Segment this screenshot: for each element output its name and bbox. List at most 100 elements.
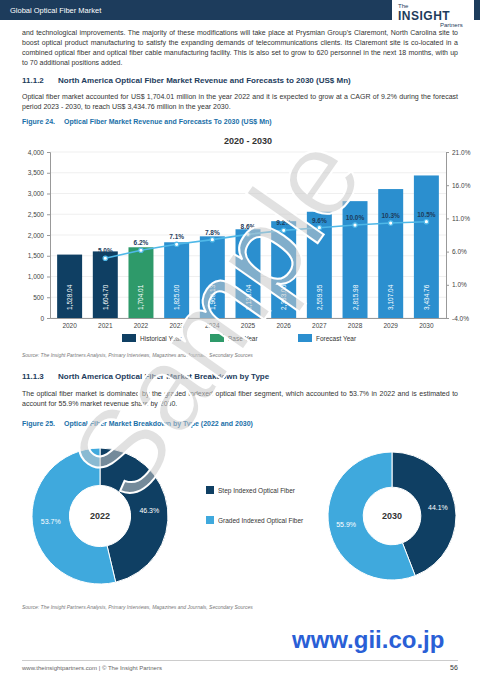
y-tick-mark	[47, 194, 50, 195]
bar	[343, 201, 368, 318]
y2-tick-mark	[446, 218, 449, 219]
y-tick-mark	[47, 235, 50, 236]
line-label: 9.6%	[312, 217, 327, 224]
y2-axis: -4.0%1.0%6.0%11.0%16.0%21.0%	[446, 149, 471, 322]
slice-label: 55.9%	[336, 521, 356, 528]
line-label: 10.0%	[346, 214, 365, 221]
line-label: 7.8%	[205, 229, 220, 236]
bar	[93, 251, 118, 318]
grid-line	[50, 152, 446, 153]
legend-label: Step Indexed Optical Fiber	[218, 487, 296, 495]
legend-label: Base Year	[228, 335, 258, 342]
x-tick-label: 2022	[134, 322, 149, 329]
y-tick-label: 4,000	[28, 149, 45, 156]
legend-swatch	[298, 334, 312, 342]
source-note: Source: The Insight Partners Analysis, P…	[22, 352, 253, 358]
y-tick-mark	[47, 277, 50, 278]
y-tick-label: 2,500	[28, 211, 45, 218]
line-label: 10.3%	[381, 212, 400, 219]
paragraph: Optical fiber market accounted for US$ 1…	[22, 92, 458, 112]
line-label: 10.5%	[417, 211, 436, 218]
header-title: Global Optical Fiber Market	[10, 6, 101, 15]
x-tick: 2030	[419, 318, 434, 329]
y-tick: 1,500	[28, 252, 50, 259]
y2-tick: 1.0%	[446, 281, 467, 288]
x-tick: 2028	[348, 318, 363, 329]
growth-line	[105, 222, 426, 259]
y-tick: 2,000	[28, 232, 50, 239]
legend-swatch	[206, 516, 214, 524]
slice-label: 53.7%	[41, 518, 61, 525]
x-tick: 2027	[312, 318, 327, 329]
y-axis: 05001,0001,5002,0002,5003,0003,5004,000	[28, 149, 51, 322]
chart-title: 2020 - 2030	[224, 136, 272, 146]
slice-label: 44.1%	[428, 504, 448, 511]
bar-label: 2,333.00	[280, 284, 287, 310]
y-tick-mark	[47, 152, 50, 153]
y2-axis-line	[447, 153, 450, 319]
section-number: 11.1.3	[22, 372, 44, 381]
line-label: 9.2%	[276, 219, 291, 226]
x-axis: 2020202120222023202420252026202720282029…	[51, 318, 447, 329]
x-tick-label: 2030	[419, 322, 434, 329]
x-tick: 2021	[98, 318, 113, 329]
legend-swatch	[206, 486, 214, 494]
donut-title: 2030	[382, 511, 402, 521]
bar	[200, 236, 225, 318]
watermark: Sample	[44, 111, 387, 521]
y-tick: 500	[33, 294, 50, 301]
y2-tick-label: -4.0%	[452, 315, 469, 322]
bar	[164, 242, 189, 318]
y-tick-mark	[47, 214, 50, 215]
x-tick: 2020	[62, 318, 77, 329]
y-tick-label: 0	[40, 315, 44, 322]
donut-slice	[32, 448, 116, 584]
bar-label: 1,825.00	[173, 284, 180, 310]
y2-tick: -4.0%	[446, 315, 469, 322]
legend: Historical YearBase YearForecast Year	[122, 334, 357, 342]
x-tick-label: 2024	[205, 322, 220, 329]
bar-label: 1,604.70	[102, 284, 109, 310]
line-label: 5.0%	[98, 247, 113, 254]
growth-marker	[210, 237, 214, 241]
bar-label: 3,434.76	[423, 284, 430, 310]
watermark-layer: Sample	[0, 0, 480, 679]
logo-text: INSIGHT	[398, 9, 450, 23]
line-label: 6.2%	[134, 239, 149, 246]
plot-area	[57, 175, 439, 318]
x-axis-line	[51, 318, 447, 319]
bar	[236, 229, 261, 318]
x-tick-label: 2025	[241, 322, 256, 329]
y-tick: 3,500	[28, 169, 50, 176]
x-tick-label: 2023	[169, 322, 184, 329]
bar	[271, 221, 296, 318]
figure-number: Figure 24.	[22, 118, 55, 125]
y-tick-mark	[47, 173, 50, 174]
paragraph: The optical fiber market is dominated by…	[22, 389, 458, 409]
y2-tick-mark	[446, 252, 449, 253]
growth-marker	[317, 225, 321, 229]
donut: 44.1% 55.9% 2030	[328, 452, 456, 580]
y-tick-mark	[47, 318, 50, 319]
growth-marker	[103, 256, 107, 260]
y2-tick-mark	[446, 152, 449, 153]
bar-label: 3,107.04	[387, 284, 394, 310]
y2-tick-label: 21.0%	[452, 149, 471, 156]
donut-title: 2022	[90, 511, 110, 521]
x-tick: 2023	[169, 318, 184, 329]
bar	[57, 255, 82, 318]
bar-label: 1,528.04	[66, 284, 73, 310]
y-axis-line	[47, 153, 51, 319]
x-tick-label: 2027	[312, 322, 327, 329]
y2-tick-label: 11.0%	[452, 215, 470, 222]
x-tick-label: 2026	[276, 322, 291, 329]
footer-text: www.theinsightpartners.com | © The Insig…	[22, 665, 162, 671]
y2-tick-mark	[446, 185, 449, 186]
slice-label: 46.3%	[139, 507, 159, 514]
bar-label: 1,968.13	[209, 284, 216, 310]
page-number: 56	[450, 664, 458, 671]
growth-marker	[389, 221, 393, 225]
x-tick: 2024	[205, 318, 220, 329]
growth-marker	[174, 242, 178, 246]
legend-label: Forecast Year	[316, 335, 357, 342]
